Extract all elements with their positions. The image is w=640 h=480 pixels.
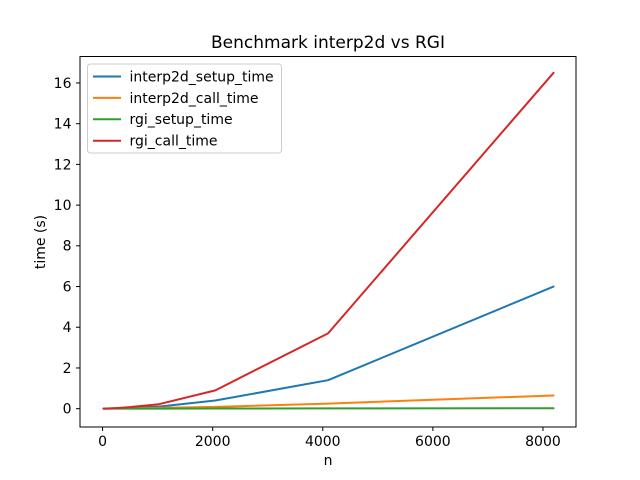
ticks-layer: 0 2000 4000 6000 8000 0 2 4 6 8 10 12 14 16 xyxy=(54,76,561,450)
chart-title: Benchmark interp2d vs RGI xyxy=(211,33,445,53)
y-tick-label: 8 xyxy=(63,239,72,255)
y-tick-label: 2 xyxy=(63,361,72,377)
x-tick-label: 4000 xyxy=(305,434,341,450)
legend-label-rgi_setup_time: rgi_setup_time xyxy=(130,112,233,128)
y-tick-label: 12 xyxy=(54,157,72,173)
plot-frame xyxy=(79,56,577,428)
y-tick-label: 14 xyxy=(54,117,72,133)
legend-label-interp2d_setup_time: interp2d_setup_time xyxy=(130,69,274,85)
x-tick-label: 2000 xyxy=(195,434,231,450)
x-tick-label: 0 xyxy=(98,434,107,450)
legend-label-rgi_call_time: rgi_call_time xyxy=(130,134,218,150)
y-tick-label: 6 xyxy=(63,279,72,295)
x-axis-label: n xyxy=(324,453,333,469)
x-tick-label: 6000 xyxy=(415,434,451,450)
x-tick-label: 8000 xyxy=(525,434,561,450)
y-axis-label: time (s) xyxy=(33,215,49,269)
legend-label-interp2d_call_time: interp2d_call_time xyxy=(130,91,259,107)
series-layer xyxy=(102,71,555,410)
rgi_call_time-line xyxy=(102,71,555,410)
y-tick-label: 4 xyxy=(63,320,72,336)
y-tick-label: 10 xyxy=(54,198,72,214)
y-tick-label: 16 xyxy=(54,76,72,92)
y-tick-label: 0 xyxy=(63,402,72,418)
legend: interp2d_setup_time interp2d_call_timergi… xyxy=(87,63,282,154)
legend-box xyxy=(87,63,282,154)
